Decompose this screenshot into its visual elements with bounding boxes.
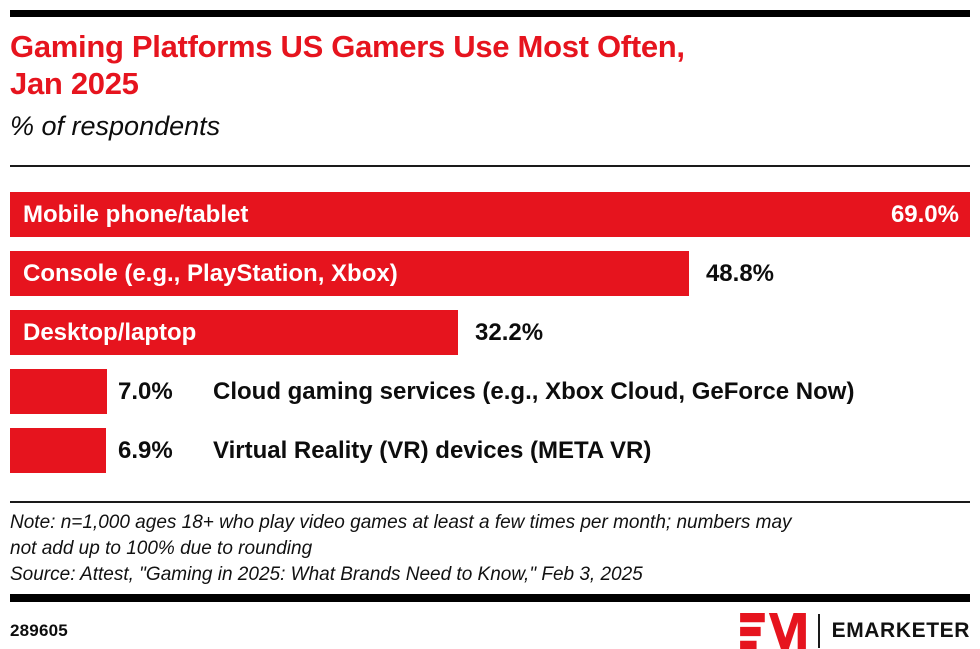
bar-row: 7.0% Cloud gaming services (e.g., Xbox C… xyxy=(10,369,970,414)
bar-value: 32.2% xyxy=(475,318,544,346)
bar-value: 7.0% xyxy=(118,377,173,405)
bar xyxy=(10,428,106,473)
bar-label: Virtual Reality (VR) devices (META VR) xyxy=(213,436,652,464)
bar-value: 6.9% xyxy=(118,436,173,464)
bar: Desktop/laptop xyxy=(10,310,458,355)
bar-label: Cloud gaming services (e.g., Xbox Cloud,… xyxy=(213,377,855,405)
brand-divider xyxy=(817,614,820,648)
emarketer-logo-icon xyxy=(739,612,806,649)
header-divider xyxy=(10,165,970,167)
notes-divider xyxy=(10,501,970,503)
bar-label: Console (e.g., PlayStation, Xbox) xyxy=(23,259,398,287)
bar xyxy=(10,369,108,414)
title-line-1: Gaming Platforms US Gamers Use Most Ofte… xyxy=(10,29,685,64)
bar-chart: Mobile phone/tablet 69.0% Console (e.g.,… xyxy=(10,192,970,473)
footnote: Note: n=1,000 ages 18+ who play video ga… xyxy=(10,510,970,588)
bar-label: Mobile phone/tablet xyxy=(23,200,249,228)
bar-value: 48.8% xyxy=(705,259,775,287)
bar-row: 6.9% Virtual Reality (VR) devices (META … xyxy=(10,428,970,473)
bar-value: 69.0% xyxy=(890,200,959,228)
chart-subtitle: % of respondents xyxy=(10,111,221,141)
bar-row: Desktop/laptop 32.2% xyxy=(10,310,970,355)
emarketer-brand: EMARKETER xyxy=(739,612,970,649)
source-text: Source: Attest, "Gaming in 2025: What Br… xyxy=(10,564,643,585)
bar: Mobile phone/tablet 69.0% xyxy=(10,192,970,237)
chart-header: Gaming Platforms US Gamers Use Most Ofte… xyxy=(10,28,970,142)
title-line-2: Jan 2025 xyxy=(10,66,139,101)
top-rule xyxy=(10,10,970,17)
bar: Console (e.g., PlayStation, Xbox) xyxy=(10,251,689,296)
note-text-line-1: Note: n=1,000 ages 18+ who play video ga… xyxy=(10,512,792,533)
note-text-line-2: not add up to 100% due to rounding xyxy=(10,538,313,559)
brand-wordmark: EMARKETER xyxy=(831,619,970,642)
bottom-rule xyxy=(10,594,970,602)
chart-id: 289605 xyxy=(10,621,68,640)
bar-row: Console (e.g., PlayStation, Xbox) 48.8% xyxy=(10,251,970,296)
bar-row: Mobile phone/tablet 69.0% xyxy=(10,192,970,237)
bar-label: Desktop/laptop xyxy=(23,318,197,346)
chart-footer: 289605 EMARKETER xyxy=(10,611,970,649)
page-title: Gaming Platforms US Gamers Use Most Ofte… xyxy=(10,28,970,102)
